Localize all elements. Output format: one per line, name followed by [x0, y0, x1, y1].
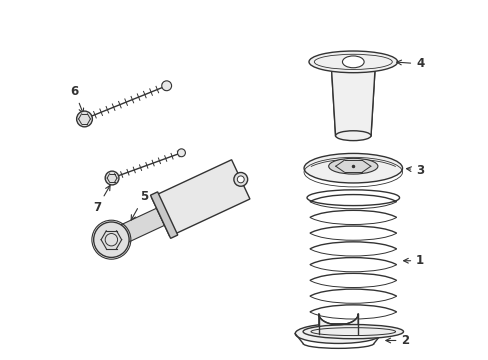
Text: 2: 2: [385, 334, 409, 347]
Polygon shape: [107, 208, 164, 248]
Ellipse shape: [177, 149, 185, 157]
Text: 4: 4: [396, 57, 424, 70]
Ellipse shape: [233, 172, 247, 186]
Polygon shape: [150, 192, 178, 238]
Ellipse shape: [342, 56, 364, 68]
Polygon shape: [331, 71, 374, 136]
Text: 3: 3: [406, 164, 424, 177]
Text: 1: 1: [403, 254, 424, 267]
Ellipse shape: [237, 176, 244, 183]
Ellipse shape: [335, 131, 370, 141]
Ellipse shape: [105, 171, 119, 185]
Ellipse shape: [77, 111, 92, 127]
Ellipse shape: [162, 81, 171, 91]
Text: 7: 7: [93, 185, 110, 214]
Polygon shape: [318, 314, 358, 334]
Ellipse shape: [303, 324, 403, 339]
Ellipse shape: [328, 158, 377, 174]
Polygon shape: [151, 160, 249, 237]
Ellipse shape: [295, 324, 381, 343]
Ellipse shape: [304, 153, 402, 183]
Text: 5: 5: [131, 190, 148, 220]
Ellipse shape: [94, 222, 129, 257]
Ellipse shape: [308, 51, 397, 73]
Text: 6: 6: [70, 85, 83, 113]
